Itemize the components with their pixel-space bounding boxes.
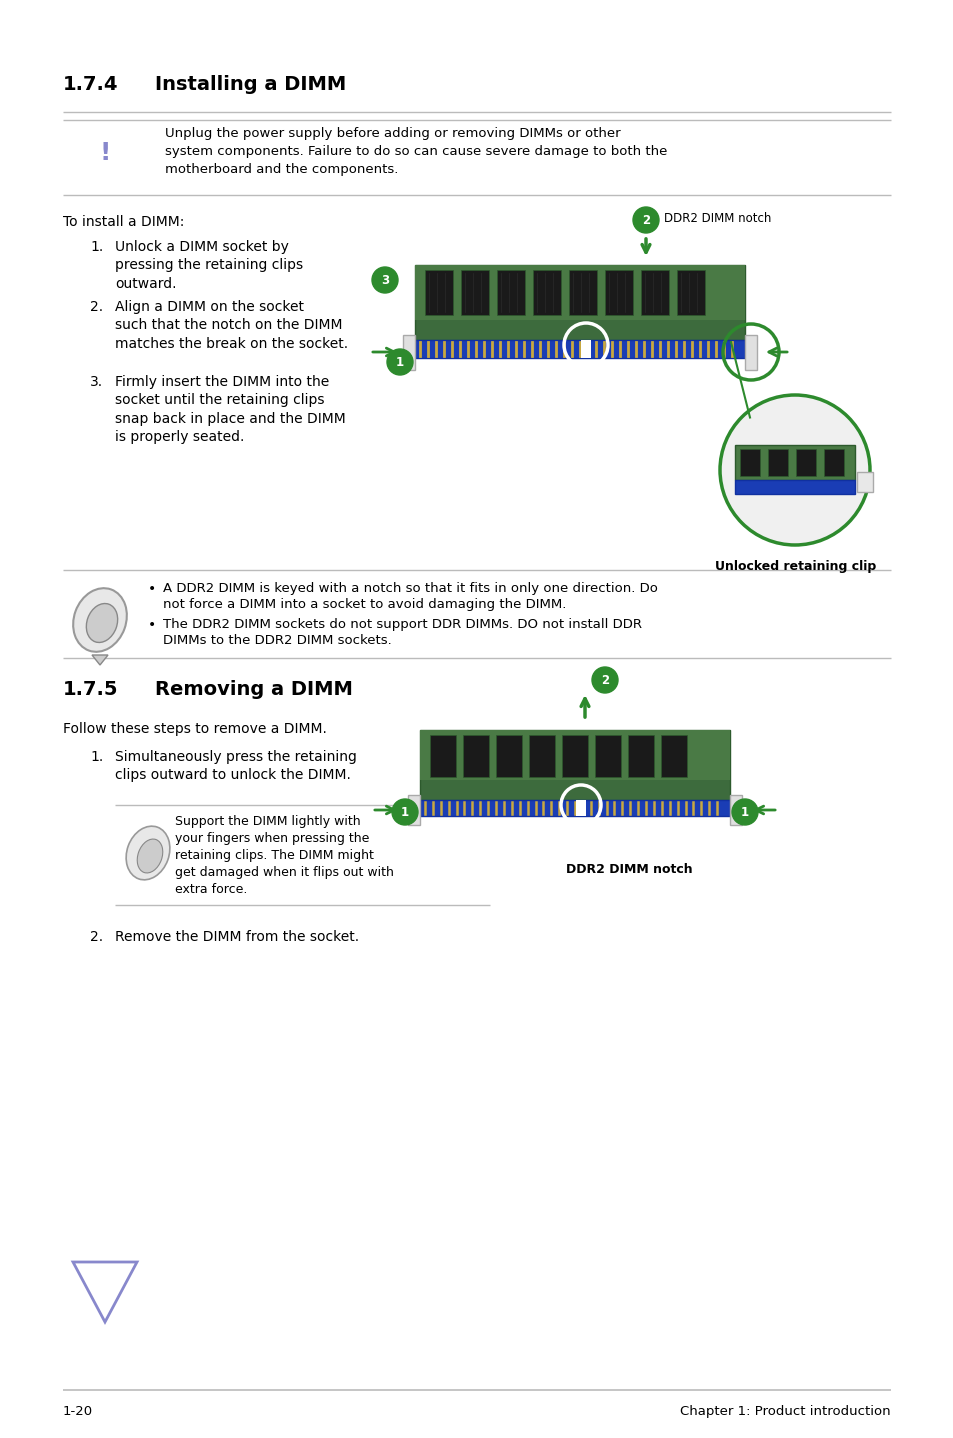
Polygon shape <box>740 449 760 476</box>
Circle shape <box>372 267 397 293</box>
Text: retaining clips. The DIMM might: retaining clips. The DIMM might <box>174 848 374 861</box>
Circle shape <box>387 349 413 375</box>
Polygon shape <box>734 480 854 495</box>
Circle shape <box>731 800 758 825</box>
Ellipse shape <box>73 588 127 651</box>
Text: Installing a DIMM: Installing a DIMM <box>154 75 346 93</box>
Polygon shape <box>424 270 453 315</box>
Circle shape <box>720 395 869 545</box>
Polygon shape <box>415 265 744 339</box>
Text: Follow these steps to remove a DIMM.: Follow these steps to remove a DIMM. <box>63 722 327 736</box>
Text: 1.7.5: 1.7.5 <box>63 680 118 699</box>
Polygon shape <box>529 735 555 777</box>
Text: !: ! <box>99 141 111 165</box>
Text: 2: 2 <box>641 213 649 227</box>
Text: 2.: 2. <box>90 930 103 943</box>
Polygon shape <box>415 265 744 321</box>
Polygon shape <box>660 735 686 777</box>
Polygon shape <box>604 270 633 315</box>
Polygon shape <box>73 1263 137 1322</box>
Circle shape <box>592 667 618 693</box>
Polygon shape <box>729 795 741 825</box>
Polygon shape <box>462 735 489 777</box>
Polygon shape <box>419 731 729 779</box>
Polygon shape <box>580 339 590 358</box>
Text: The DDR2 DIMM sockets do not support DDR DIMMs. DO not install DDR: The DDR2 DIMM sockets do not support DDR… <box>163 618 641 631</box>
Text: 2.: 2. <box>90 301 103 313</box>
Polygon shape <box>497 270 524 315</box>
Polygon shape <box>823 449 843 476</box>
Polygon shape <box>419 800 729 815</box>
Polygon shape <box>627 735 654 777</box>
Text: Remove the DIMM from the socket.: Remove the DIMM from the socket. <box>115 930 358 943</box>
Text: not force a DIMM into a socket to avoid damaging the DIMM.: not force a DIMM into a socket to avoid … <box>163 598 566 611</box>
Circle shape <box>633 207 659 233</box>
Polygon shape <box>496 735 521 777</box>
Text: 3.: 3. <box>90 375 103 390</box>
Polygon shape <box>568 270 597 315</box>
Text: DDR2 DIMM notch: DDR2 DIMM notch <box>663 211 771 224</box>
Polygon shape <box>595 735 620 777</box>
Polygon shape <box>419 731 729 800</box>
Text: 2: 2 <box>600 673 608 686</box>
Polygon shape <box>767 449 787 476</box>
Ellipse shape <box>126 827 170 880</box>
Text: 1.: 1. <box>90 240 103 255</box>
Text: 1.7.4: 1.7.4 <box>63 75 118 93</box>
Text: •: • <box>148 582 156 595</box>
Text: 1: 1 <box>740 805 748 818</box>
Text: Firmly insert the DIMM into the
socket until the retaining clips
snap back in pl: Firmly insert the DIMM into the socket u… <box>115 375 345 444</box>
Polygon shape <box>795 449 815 476</box>
Text: Removing a DIMM: Removing a DIMM <box>154 680 353 699</box>
Polygon shape <box>408 795 419 825</box>
Polygon shape <box>402 335 415 370</box>
Polygon shape <box>734 444 854 480</box>
Text: 1: 1 <box>400 805 409 818</box>
Polygon shape <box>677 270 704 315</box>
Text: DIMMs to the DDR2 DIMM sockets.: DIMMs to the DDR2 DIMM sockets. <box>163 634 392 647</box>
Polygon shape <box>561 735 587 777</box>
Polygon shape <box>415 339 744 358</box>
Text: •: • <box>148 618 156 631</box>
Text: Support the DIMM lightly with: Support the DIMM lightly with <box>174 815 360 828</box>
Text: To install a DIMM:: To install a DIMM: <box>63 216 184 229</box>
Text: 1-20: 1-20 <box>63 1405 93 1418</box>
Text: DDR2 DIMM notch: DDR2 DIMM notch <box>565 863 692 876</box>
Polygon shape <box>744 335 757 370</box>
Text: extra force.: extra force. <box>174 883 247 896</box>
Text: Unplug the power supply before adding or removing DIMMs or other: Unplug the power supply before adding or… <box>165 127 620 139</box>
Text: your fingers when pressing the: your fingers when pressing the <box>174 833 369 846</box>
Text: Unlock a DIMM socket by
pressing the retaining clips
outward.: Unlock a DIMM socket by pressing the ret… <box>115 240 303 290</box>
Text: Simultaneously press the retaining
clips outward to unlock the DIMM.: Simultaneously press the retaining clips… <box>115 751 356 782</box>
Circle shape <box>392 800 417 825</box>
Ellipse shape <box>86 604 117 643</box>
Polygon shape <box>533 270 560 315</box>
Text: get damaged when it flips out with: get damaged when it flips out with <box>174 866 394 879</box>
Text: motherboard and the components.: motherboard and the components. <box>165 162 398 175</box>
Polygon shape <box>576 800 585 815</box>
Text: A DDR2 DIMM is keyed with a notch so that it fits in only one direction. Do: A DDR2 DIMM is keyed with a notch so tha… <box>163 582 658 595</box>
Polygon shape <box>460 270 489 315</box>
Text: Align a DIMM on the socket
such that the notch on the DIMM
matches the break on : Align a DIMM on the socket such that the… <box>115 301 348 351</box>
Text: Chapter 1: Product introduction: Chapter 1: Product introduction <box>679 1405 890 1418</box>
Text: 3: 3 <box>380 273 389 286</box>
Ellipse shape <box>137 838 163 873</box>
Polygon shape <box>430 735 456 777</box>
Polygon shape <box>856 472 872 492</box>
Polygon shape <box>640 270 668 315</box>
Text: Unlocked retaining clip: Unlocked retaining clip <box>714 559 876 572</box>
Polygon shape <box>91 654 108 664</box>
Text: 1.: 1. <box>90 751 103 764</box>
Text: 1: 1 <box>395 355 404 368</box>
Text: system components. Failure to do so can cause severe damage to both the: system components. Failure to do so can … <box>165 145 667 158</box>
